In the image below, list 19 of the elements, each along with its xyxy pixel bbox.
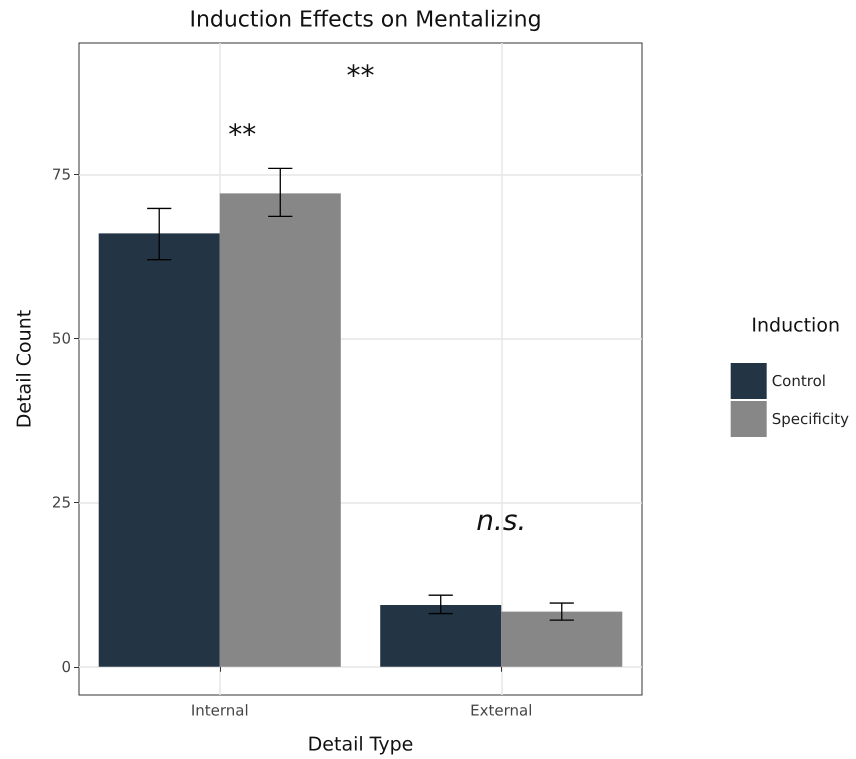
annotation: n.s. xyxy=(476,504,526,537)
chart-title: Induction Effects on Mentalizing xyxy=(189,8,542,32)
legend-label: Control xyxy=(772,372,826,390)
y-tick-label: 50 xyxy=(52,329,71,348)
y-tick-label: 0 xyxy=(61,658,71,676)
legend-label: Specificity xyxy=(772,410,850,428)
x-tick-label: Internal xyxy=(190,702,249,720)
y-axis-title: Detail Count xyxy=(14,310,36,428)
y-tick-label: 25 xyxy=(52,494,71,512)
bar xyxy=(220,193,341,667)
annotation: ** xyxy=(346,59,374,92)
bar xyxy=(501,612,622,667)
bar xyxy=(98,233,220,667)
x-tick-label: External xyxy=(470,702,532,720)
x-axis-title: Detail Type xyxy=(308,734,414,756)
annotation: ** xyxy=(228,118,256,152)
legend-title: Induction xyxy=(751,314,840,336)
y-tick-label: 75 xyxy=(52,165,71,184)
bar xyxy=(380,605,502,667)
